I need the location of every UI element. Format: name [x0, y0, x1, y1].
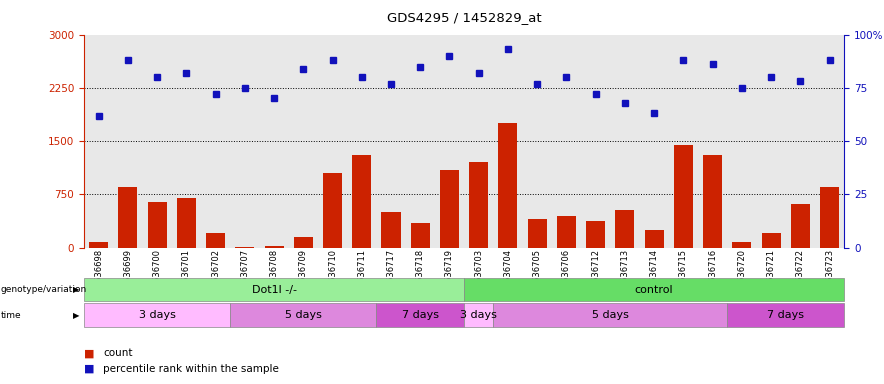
Text: 3 days: 3 days	[461, 310, 497, 320]
Text: 5 days: 5 days	[285, 310, 322, 320]
Text: 7 days: 7 days	[767, 310, 804, 320]
Bar	[469, 162, 488, 248]
Text: 5 days: 5 days	[592, 310, 629, 320]
Text: ■: ■	[84, 348, 95, 358]
Bar	[230, 303, 377, 327]
Bar	[235, 247, 255, 248]
Bar	[148, 202, 166, 248]
Bar	[377, 303, 464, 327]
Bar	[293, 237, 313, 248]
Text: 7 days: 7 days	[401, 310, 438, 320]
Bar	[464, 278, 844, 301]
Bar	[528, 219, 546, 248]
Text: count: count	[103, 348, 133, 358]
Bar	[411, 223, 430, 248]
Text: percentile rank within the sample: percentile rank within the sample	[103, 364, 279, 374]
Text: control: control	[635, 285, 674, 295]
Bar	[89, 242, 108, 248]
Bar	[762, 233, 781, 248]
Bar	[820, 187, 839, 248]
Bar	[382, 212, 400, 248]
Text: time: time	[1, 311, 21, 320]
Bar	[84, 303, 230, 327]
Bar	[352, 156, 371, 248]
Bar	[703, 156, 722, 248]
Text: 3 days: 3 days	[139, 310, 176, 320]
Bar	[615, 210, 635, 248]
Bar	[493, 303, 728, 327]
Bar	[791, 204, 810, 248]
Bar	[732, 242, 751, 248]
Bar	[177, 198, 196, 248]
Bar	[464, 303, 493, 327]
Bar	[323, 173, 342, 248]
Bar	[499, 123, 517, 248]
Text: GDS4295 / 1452829_at: GDS4295 / 1452829_at	[387, 12, 541, 25]
Text: ▶: ▶	[73, 311, 80, 320]
Bar	[84, 278, 464, 301]
Text: Dot1l -/-: Dot1l -/-	[252, 285, 296, 295]
Bar	[586, 221, 606, 248]
Bar	[728, 303, 844, 327]
Bar	[674, 145, 693, 248]
Text: ▶: ▶	[73, 285, 80, 294]
Bar	[644, 230, 664, 248]
Bar	[118, 187, 137, 248]
Bar	[440, 170, 459, 248]
Text: genotype/variation: genotype/variation	[1, 285, 88, 294]
Text: ■: ■	[84, 364, 95, 374]
Bar	[206, 233, 225, 248]
Bar	[557, 216, 576, 248]
Bar	[264, 245, 284, 248]
